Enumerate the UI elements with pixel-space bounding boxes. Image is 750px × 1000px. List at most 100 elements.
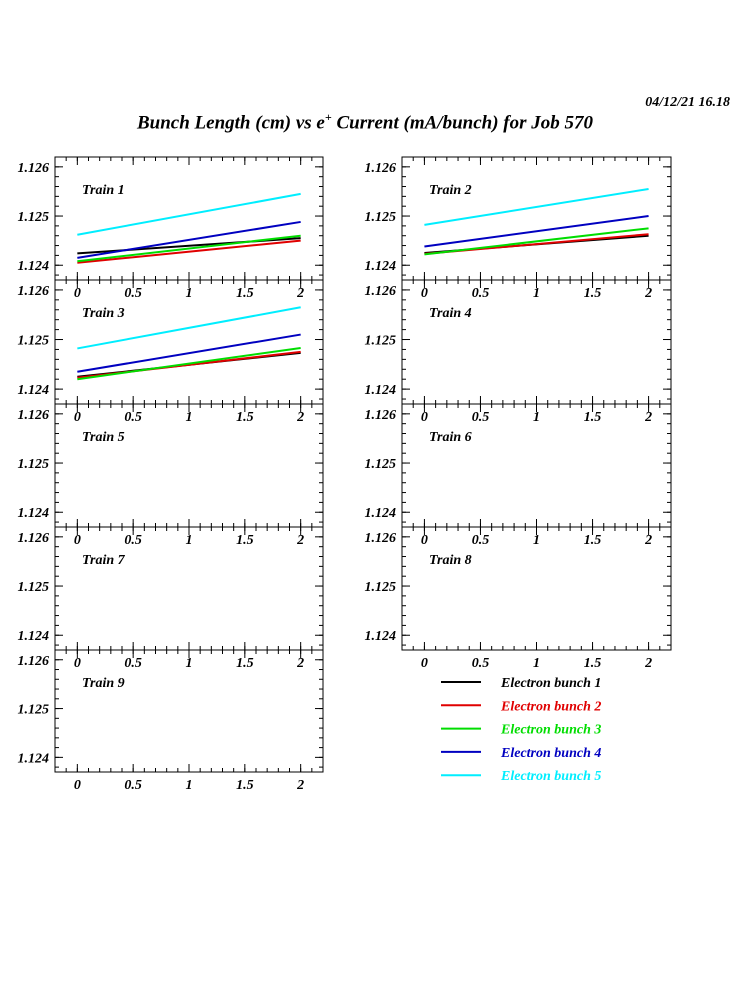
series-line-bunch-3 — [77, 234, 301, 263]
x-tick-label: 1.5 — [236, 656, 254, 671]
x-tick-label: 1 — [186, 533, 193, 548]
x-tick-label: 0 — [421, 410, 428, 425]
y-tick-label: 1.126 — [18, 408, 50, 423]
x-tick-label: 0.5 — [472, 533, 490, 548]
x-tick-label: 1.5 — [236, 533, 254, 548]
y-tick-label: 1.126 — [365, 284, 397, 299]
x-tick-label: 2 — [644, 286, 652, 301]
x-tick-label: 1 — [186, 410, 193, 425]
y-tick-label: 1.124 — [365, 629, 397, 644]
panel-label: Train 8 — [429, 553, 472, 568]
panel-label: Train 7 — [82, 553, 126, 568]
panel-label: Train 1 — [82, 183, 125, 198]
x-tick-label: 0.5 — [124, 778, 142, 793]
panel-label: Train 5 — [82, 430, 125, 445]
x-tick-label: 0.5 — [472, 410, 490, 425]
panel-label: Train 4 — [429, 306, 472, 321]
y-tick-label: 1.125 — [365, 334, 397, 349]
x-tick-label: 2 — [296, 533, 304, 548]
legend-label: Electron bunch 1 — [500, 676, 601, 691]
y-tick-label: 1.124 — [18, 506, 50, 521]
series-line-bunch-2 — [77, 239, 301, 264]
title-superscript: + — [324, 110, 332, 124]
title-prefix: Bunch Length (cm) vs e — [136, 112, 325, 134]
y-tick-label: 1.125 — [18, 703, 50, 718]
y-tick-label: 1.126 — [18, 161, 50, 176]
series-line-bunch-4 — [77, 333, 301, 373]
x-tick-label: 2 — [296, 286, 304, 301]
x-tick-label: 1 — [533, 656, 540, 671]
y-tick-label: 1.126 — [18, 531, 50, 546]
panel-label: Train 2 — [429, 183, 472, 198]
x-tick-label: 1.5 — [584, 533, 602, 548]
y-tick-label: 1.124 — [18, 259, 50, 274]
y-tick-label: 1.125 — [18, 334, 50, 349]
legend-label: Electron bunch 2 — [500, 699, 601, 714]
x-tick-label: 1 — [533, 533, 540, 548]
y-tick-label: 1.124 — [365, 383, 397, 398]
x-tick-label: 0 — [74, 656, 81, 671]
panel-label: Train 6 — [429, 430, 472, 445]
x-tick-label: 2 — [296, 410, 304, 425]
legend-label: Electron bunch 4 — [500, 746, 601, 761]
x-tick-label: 0.5 — [124, 656, 142, 671]
legend-label: Electron bunch 3 — [500, 723, 601, 738]
y-tick-label: 1.124 — [18, 751, 50, 766]
x-tick-label: 2 — [296, 778, 304, 793]
x-tick-label: 0 — [74, 533, 81, 548]
y-tick-label: 1.124 — [18, 629, 50, 644]
series-line-bunch-4 — [77, 220, 301, 259]
x-tick-label: 1 — [186, 286, 193, 301]
y-tick-label: 1.125 — [18, 457, 50, 472]
panel-label: Train 9 — [82, 676, 125, 691]
series-line-bunch-5 — [77, 306, 301, 350]
x-tick-label: 0 — [74, 778, 81, 793]
x-tick-label: 0 — [74, 410, 81, 425]
y-tick-label: 1.126 — [18, 654, 50, 669]
x-tick-label: 0.5 — [124, 410, 142, 425]
y-tick-label: 1.126 — [365, 408, 397, 423]
x-tick-label: 0 — [74, 286, 81, 301]
x-tick-label: 1.5 — [584, 286, 602, 301]
y-tick-label: 1.124 — [365, 259, 397, 274]
x-tick-label: 1 — [186, 778, 193, 793]
y-tick-label: 1.124 — [365, 506, 397, 521]
series-line-bunch-4 — [424, 215, 649, 248]
page-title: Bunch Length (cm) vs e+ Current (mA/bunc… — [0, 110, 730, 134]
x-tick-label: 1.5 — [584, 656, 602, 671]
y-tick-label: 1.126 — [365, 531, 397, 546]
x-tick-label: 0 — [421, 286, 428, 301]
y-tick-label: 1.125 — [365, 210, 397, 225]
panel-label: Train 3 — [82, 306, 125, 321]
y-tick-label: 1.126 — [365, 161, 397, 176]
x-tick-label: 1 — [533, 410, 540, 425]
x-tick-label: 2 — [296, 656, 304, 671]
x-tick-label: 1 — [186, 656, 193, 671]
y-tick-label: 1.125 — [365, 457, 397, 472]
series-line-bunch-5 — [424, 187, 649, 226]
x-tick-label: 0.5 — [124, 286, 142, 301]
timestamp: 04/12/21 16.18 — [645, 95, 730, 110]
x-tick-label: 1.5 — [236, 286, 254, 301]
x-tick-label: 2 — [644, 410, 652, 425]
x-tick-label: 2 — [644, 533, 652, 548]
x-tick-label: 1.5 — [584, 410, 602, 425]
x-tick-label: 1.5 — [236, 778, 254, 793]
y-tick-label: 1.125 — [365, 580, 397, 595]
x-tick-label: 2 — [644, 656, 652, 671]
x-tick-label: 1.5 — [236, 410, 254, 425]
y-tick-label: 1.126 — [18, 284, 50, 299]
x-tick-label: 0 — [421, 533, 428, 548]
x-tick-label: 0.5 — [472, 286, 490, 301]
series-line-bunch-3 — [77, 346, 301, 381]
y-tick-label: 1.125 — [18, 580, 50, 595]
series-line-bunch-5 — [77, 192, 301, 236]
x-tick-label: 0.5 — [472, 656, 490, 671]
legend-label: Electron bunch 5 — [500, 769, 601, 784]
x-tick-label: 1 — [533, 286, 540, 301]
y-tick-label: 1.124 — [18, 383, 50, 398]
x-tick-label: 0.5 — [124, 533, 142, 548]
title-suffix: Current (mA/bunch) for Job 570 — [331, 112, 594, 134]
series-line-bunch-3 — [424, 227, 649, 256]
